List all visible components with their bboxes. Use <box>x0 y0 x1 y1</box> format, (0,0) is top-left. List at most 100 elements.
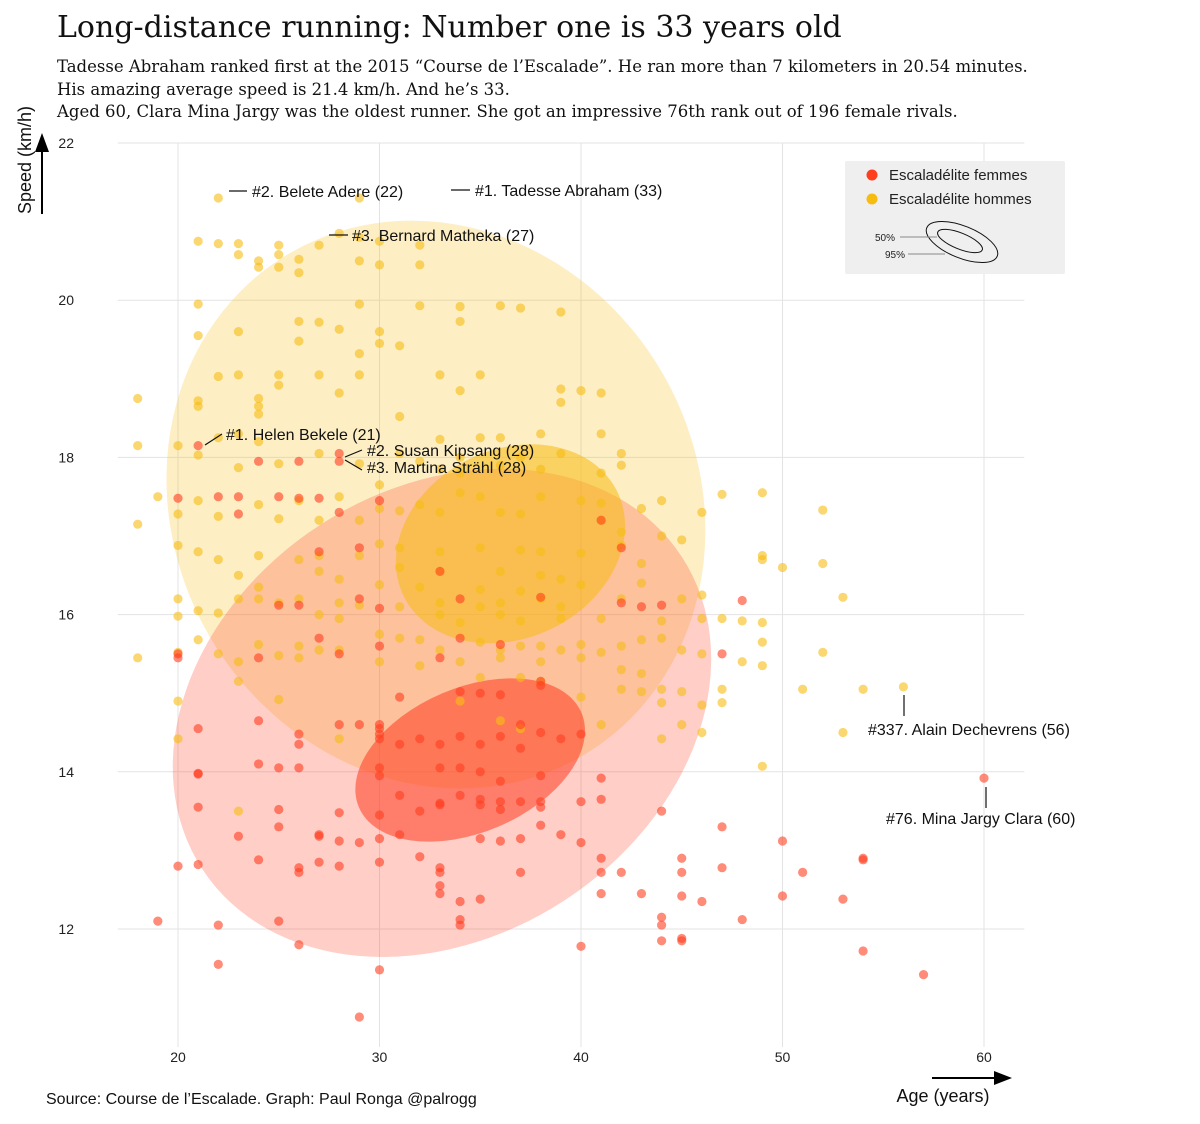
point-femmes <box>455 920 465 930</box>
point-hommes <box>374 657 385 667</box>
point-femmes <box>173 649 183 659</box>
point-femmes <box>193 441 203 451</box>
point-femmes <box>374 834 385 844</box>
point-hommes <box>193 236 203 246</box>
point-hommes <box>254 393 264 404</box>
annotation-label: #76. Mina Jargy Clara (60) <box>886 811 1075 828</box>
y-tick-label: 20 <box>58 292 74 308</box>
point-femmes <box>455 633 465 643</box>
point-hommes <box>334 734 344 744</box>
point-hommes <box>233 250 244 260</box>
point-femmes <box>657 920 667 930</box>
point-hommes <box>616 665 626 675</box>
point-hommes <box>334 388 344 398</box>
legend-marker <box>866 169 878 181</box>
y-tick-label: 14 <box>58 764 74 780</box>
point-hommes <box>737 657 747 667</box>
point-hommes <box>274 694 284 705</box>
point-hommes <box>133 519 143 529</box>
legend-ellipse-50 <box>937 228 983 254</box>
x-axis-arrow-head <box>994 1071 1012 1085</box>
point-hommes <box>515 616 526 626</box>
point-hommes <box>495 301 505 311</box>
point-hommes <box>254 639 264 650</box>
point-hommes <box>475 492 485 502</box>
point-femmes <box>596 889 606 899</box>
point-hommes <box>596 498 606 508</box>
point-hommes <box>576 639 586 650</box>
point-femmes <box>314 633 324 643</box>
confidence-ellipses <box>166 220 712 957</box>
point-hommes <box>395 602 405 612</box>
point-hommes <box>153 492 163 502</box>
point-femmes <box>697 896 707 907</box>
point-hommes <box>374 236 385 246</box>
point-hommes <box>556 397 566 407</box>
point-femmes <box>354 543 364 553</box>
point-hommes <box>374 629 385 639</box>
point-hommes <box>757 637 767 647</box>
point-femmes <box>495 776 505 786</box>
legend-item-label: Escaladélite hommes <box>889 191 1032 208</box>
point-hommes <box>193 450 203 460</box>
point-hommes <box>254 262 264 272</box>
point-hommes <box>173 734 183 744</box>
point-hommes <box>274 370 284 380</box>
point-hommes <box>193 496 203 506</box>
point-hommes <box>274 650 284 661</box>
point-hommes <box>515 509 526 519</box>
point-femmes <box>334 507 344 518</box>
point-hommes <box>193 401 203 411</box>
point-hommes <box>395 562 405 573</box>
point-femmes <box>193 769 203 779</box>
point-hommes <box>193 299 203 309</box>
point-femmes <box>153 916 163 926</box>
point-hommes <box>374 338 385 349</box>
point-femmes <box>717 863 727 873</box>
ellipse-hommes-50 <box>395 444 626 644</box>
point-femmes <box>636 889 647 899</box>
point-femmes <box>455 763 465 773</box>
point-hommes <box>233 570 244 580</box>
point-hommes <box>495 566 505 576</box>
point-femmes <box>495 797 505 807</box>
point-hommes <box>213 649 223 659</box>
point-hommes <box>798 684 808 694</box>
point-femmes <box>415 806 425 816</box>
point-hommes <box>777 562 788 573</box>
point-femmes <box>536 592 546 602</box>
point-hommes <box>435 507 445 518</box>
point-femmes <box>233 492 244 502</box>
point-hommes <box>334 613 344 624</box>
point-hommes <box>455 468 465 478</box>
legend: Escaladélite femmes Escaladélite hommes 50… <box>845 161 1065 274</box>
point-femmes <box>435 653 445 663</box>
point-hommes <box>354 515 364 525</box>
x-tick-label: 30 <box>372 1049 388 1065</box>
point-hommes <box>254 551 264 561</box>
point-hommes <box>415 301 425 311</box>
point-hommes <box>334 574 344 584</box>
point-femmes <box>536 820 546 830</box>
point-femmes <box>677 867 687 878</box>
point-femmes <box>334 448 344 459</box>
point-femmes <box>556 734 566 744</box>
point-hommes <box>677 594 687 604</box>
point-hommes <box>556 602 566 612</box>
point-hommes <box>757 617 767 628</box>
point-hommes <box>596 647 606 657</box>
point-hommes <box>435 645 445 655</box>
point-hommes <box>455 316 465 327</box>
legend-label-95: 95% <box>885 250 905 261</box>
annotation-label: #2. Susan Kipsang (28) <box>367 443 534 460</box>
point-femmes <box>838 894 848 904</box>
point-hommes <box>657 496 667 506</box>
point-femmes <box>334 456 344 466</box>
point-hommes <box>596 388 606 398</box>
x-tick-label: 40 <box>573 1049 589 1065</box>
point-hommes <box>395 448 405 459</box>
point-hommes <box>556 307 566 317</box>
point-hommes <box>757 488 767 498</box>
point-hommes <box>374 503 385 514</box>
point-hommes <box>455 657 465 667</box>
